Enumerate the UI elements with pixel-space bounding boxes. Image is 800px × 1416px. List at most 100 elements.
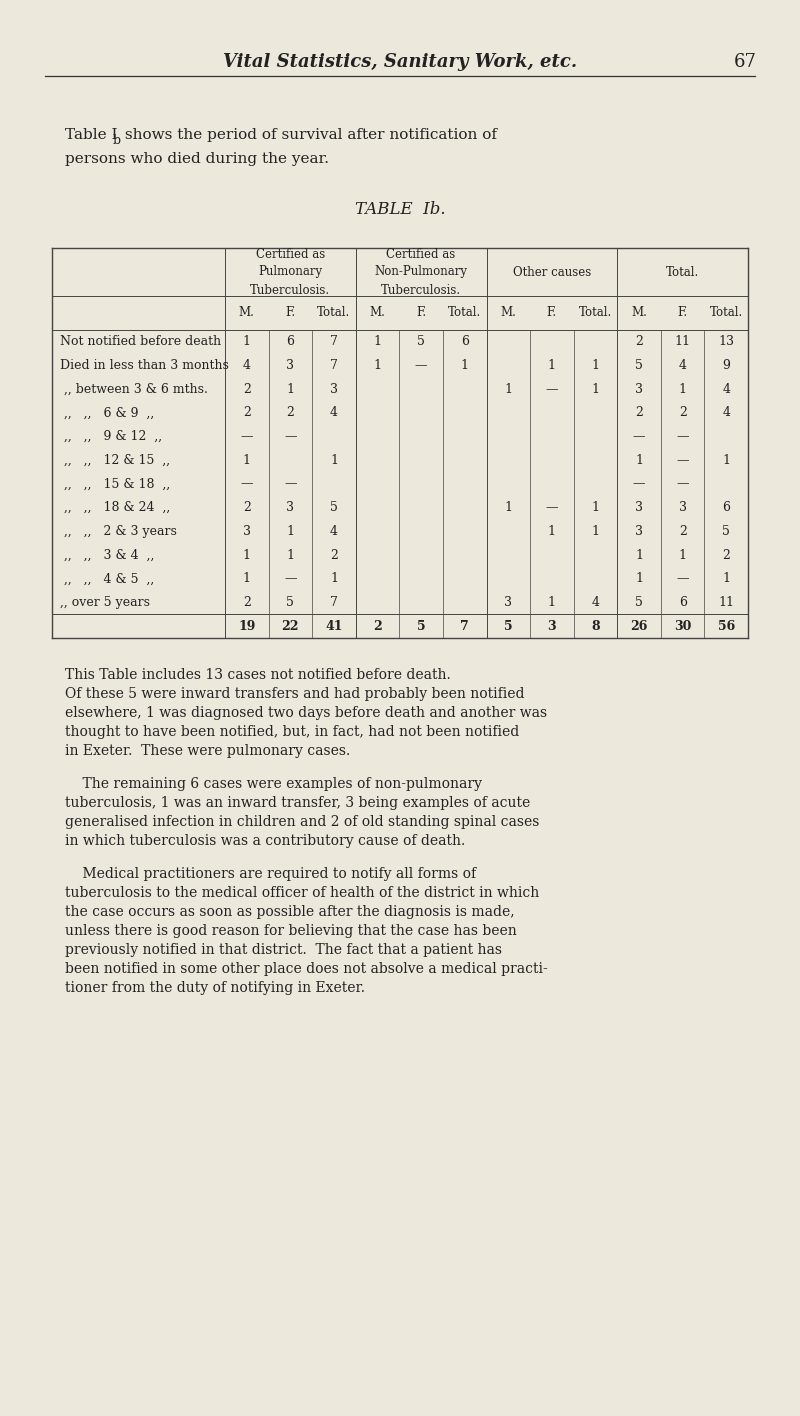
- Text: —: —: [633, 477, 646, 490]
- Text: 3: 3: [635, 501, 643, 514]
- Text: 19: 19: [238, 620, 255, 633]
- Text: tuberculosis to the medical officer of health of the district in which: tuberculosis to the medical officer of h…: [65, 886, 539, 901]
- Text: —: —: [633, 430, 646, 443]
- Text: 2: 2: [243, 501, 250, 514]
- Text: Not notified before death: Not notified before death: [60, 336, 221, 348]
- Text: 7: 7: [460, 620, 469, 633]
- Text: 5: 5: [504, 620, 513, 633]
- Text: Died in less than 3 months: Died in less than 3 months: [60, 360, 229, 372]
- Text: been notified in some other place does not absolve a medical practi-: been notified in some other place does n…: [65, 961, 548, 976]
- Text: ,,   ,,   4 & 5  ,,: ,, ,, 4 & 5 ,,: [64, 572, 154, 585]
- Text: ,,   ,,   12 & 15  ,,: ,, ,, 12 & 15 ,,: [64, 453, 170, 467]
- Text: 3: 3: [504, 596, 512, 609]
- Text: 1: 1: [722, 453, 730, 467]
- Text: 67: 67: [734, 52, 757, 71]
- Text: F.: F.: [547, 306, 557, 320]
- Text: 1: 1: [286, 525, 294, 538]
- Text: tioner from the duty of notifying in Exeter.: tioner from the duty of notifying in Exe…: [65, 981, 365, 995]
- Text: 1: 1: [330, 572, 338, 585]
- Text: M.: M.: [370, 306, 386, 320]
- Text: 7: 7: [330, 596, 338, 609]
- Text: 6: 6: [461, 336, 469, 348]
- Text: 5: 5: [722, 525, 730, 538]
- Text: 1: 1: [635, 572, 643, 585]
- Text: ,,   ,,   9 & 12  ,,: ,, ,, 9 & 12 ,,: [64, 430, 162, 443]
- Text: 1: 1: [635, 548, 643, 562]
- Text: 4: 4: [330, 525, 338, 538]
- Text: in Exeter.  These were pulmonary cases.: in Exeter. These were pulmonary cases.: [65, 743, 350, 758]
- Text: 1: 1: [242, 336, 250, 348]
- Text: 6: 6: [678, 596, 686, 609]
- Text: F.: F.: [416, 306, 426, 320]
- Text: —: —: [241, 477, 253, 490]
- Text: —: —: [284, 477, 297, 490]
- Text: 7: 7: [330, 336, 338, 348]
- Text: —: —: [546, 382, 558, 395]
- Text: 4: 4: [242, 360, 250, 372]
- Text: 1: 1: [286, 548, 294, 562]
- Text: F.: F.: [286, 306, 295, 320]
- Text: elsewhere, 1 was diagnosed two days before death and another was: elsewhere, 1 was diagnosed two days befo…: [65, 707, 547, 719]
- Text: Medical practitioners are required to notify all forms of: Medical practitioners are required to no…: [65, 867, 476, 881]
- Text: 5: 5: [635, 596, 643, 609]
- Text: 3: 3: [286, 501, 294, 514]
- Text: 5: 5: [417, 620, 426, 633]
- Text: —: —: [241, 430, 253, 443]
- Text: 1: 1: [591, 525, 599, 538]
- Text: 2: 2: [373, 620, 382, 633]
- Text: 1: 1: [286, 382, 294, 395]
- Text: 1: 1: [591, 501, 599, 514]
- Text: 56: 56: [718, 620, 735, 633]
- Text: ,,   ,,   18 & 24  ,,: ,, ,, 18 & 24 ,,: [64, 501, 170, 514]
- Text: shows the period of survival after notification of: shows the period of survival after notif…: [120, 127, 497, 142]
- Text: 6: 6: [722, 501, 730, 514]
- Text: generalised infection in children and 2 of old standing spinal cases: generalised infection in children and 2 …: [65, 816, 539, 828]
- Text: ,,   ,,   6 & 9  ,,: ,, ,, 6 & 9 ,,: [64, 406, 154, 419]
- Text: Other causes: Other causes: [513, 266, 591, 279]
- Text: 1: 1: [678, 382, 686, 395]
- Text: 11: 11: [718, 596, 734, 609]
- Text: 8: 8: [591, 620, 600, 633]
- Text: Vital Statistics, Sanitary Work, etc.: Vital Statistics, Sanitary Work, etc.: [223, 52, 577, 71]
- Text: Total.: Total.: [318, 306, 350, 320]
- Text: the case occurs as soon as possible after the diagnosis is made,: the case occurs as soon as possible afte…: [65, 905, 514, 919]
- Text: 3: 3: [242, 525, 250, 538]
- Text: This Table includes 13 cases not notified before death.: This Table includes 13 cases not notifie…: [65, 668, 450, 683]
- Text: 4: 4: [591, 596, 599, 609]
- Text: 13: 13: [718, 336, 734, 348]
- Text: Table I: Table I: [65, 127, 118, 142]
- Text: thought to have been notified, but, in fact, had not been notified: thought to have been notified, but, in f…: [65, 725, 519, 739]
- Text: F.: F.: [678, 306, 688, 320]
- Text: in which tuberculosis was a contributory cause of death.: in which tuberculosis was a contributory…: [65, 834, 466, 848]
- Text: 5: 5: [635, 360, 643, 372]
- Text: Certified as
Non-Pulmonary
Tuberculosis.: Certified as Non-Pulmonary Tuberculosis.: [374, 248, 468, 296]
- Text: 7: 7: [330, 360, 338, 372]
- Text: 5: 5: [417, 336, 425, 348]
- Text: 1: 1: [242, 453, 250, 467]
- Text: 2: 2: [286, 406, 294, 419]
- Text: tuberculosis, 1 was an inward transfer, 3 being examples of acute: tuberculosis, 1 was an inward transfer, …: [65, 796, 530, 810]
- Text: 1: 1: [374, 360, 382, 372]
- Text: 6: 6: [286, 336, 294, 348]
- Text: 2: 2: [635, 406, 643, 419]
- Text: 3: 3: [635, 382, 643, 395]
- Text: 4: 4: [678, 360, 686, 372]
- Text: ,, between 3 & 6 mths.: ,, between 3 & 6 mths.: [64, 382, 208, 395]
- Text: 1: 1: [504, 382, 512, 395]
- Text: 1: 1: [591, 360, 599, 372]
- Text: 2: 2: [243, 382, 250, 395]
- Text: —: —: [546, 501, 558, 514]
- Text: 1: 1: [548, 525, 556, 538]
- Text: ,, over 5 years: ,, over 5 years: [60, 596, 150, 609]
- Text: Total.: Total.: [579, 306, 612, 320]
- Text: 3: 3: [547, 620, 556, 633]
- Text: 3: 3: [330, 382, 338, 395]
- Text: 30: 30: [674, 620, 691, 633]
- Text: 2: 2: [722, 548, 730, 562]
- Text: 11: 11: [674, 336, 690, 348]
- Text: unless there is good reason for believing that the case has been: unless there is good reason for believin…: [65, 925, 517, 937]
- Text: 3: 3: [286, 360, 294, 372]
- Text: TABLE  Ib.: TABLE Ib.: [354, 201, 446, 218]
- Text: M.: M.: [239, 306, 254, 320]
- Text: previously notified in that district.  The fact that a patient has: previously notified in that district. Th…: [65, 943, 502, 957]
